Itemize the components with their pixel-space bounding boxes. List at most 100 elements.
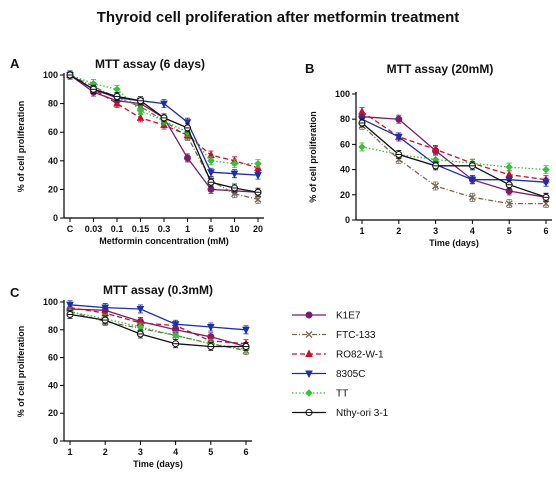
data-point-8305c <box>183 119 192 127</box>
data-point-tt <box>113 85 121 94</box>
data-point-8305c <box>394 133 403 142</box>
y-tick-label: 0 <box>53 213 58 223</box>
x-tick-label: 6 <box>543 226 548 236</box>
x-tick-label: 1 <box>359 226 364 236</box>
y-tick-label: 20 <box>340 190 350 200</box>
series-line <box>69 74 258 165</box>
series-ftc-133 <box>66 307 250 356</box>
data-point-nthy-ori-3-1 <box>505 181 513 189</box>
data-point-ftc-133 <box>254 195 262 203</box>
data-point-8305c <box>206 324 215 332</box>
data-point-nthy-ori-3-1 <box>66 71 74 79</box>
y-axis-label: % of cell proliferation <box>16 101 26 193</box>
data-point-nthy-ori-3-1 <box>101 316 109 324</box>
series-line <box>361 111 547 181</box>
x-tick-label: 5 <box>208 224 213 234</box>
x-tick-label: 6 <box>243 447 248 457</box>
series-nthy-ori-3-1 <box>66 70 262 197</box>
data-point-ro82-w-1 <box>136 113 145 121</box>
series-line <box>361 122 547 198</box>
data-point-nthy-ori-3-1 <box>305 409 313 416</box>
legend-entry-ftc-133: FTC-133 <box>292 330 376 341</box>
data-point-ftc-133 <box>432 182 440 190</box>
y-axis-label: % of cell proliferation <box>16 326 26 418</box>
panel-title: MTT assay (6 days) <box>95 57 205 71</box>
series-nthy-ori-3-1 <box>66 310 250 351</box>
x-tick-label: 4 <box>173 447 178 457</box>
legend-label: RO82-W-1 <box>336 350 384 361</box>
chart-panel-b: B MTT assay (20mM) 0 20 40 60 80 100 1 2 3 4 5 6 Time … <box>305 61 552 248</box>
data-point-8305c <box>66 301 74 310</box>
series-line <box>361 116 547 198</box>
chart-panel-a: A MTT assay (6 days) 0 20 40 60 80 100 C 0.03 0.1 0… <box>10 56 264 246</box>
data-point-ro82-w-1 <box>113 98 121 107</box>
panel-letter: A <box>10 56 20 71</box>
figure-title: Thyroid cell proliferation after metform… <box>97 9 460 26</box>
legend-label: FTC-133 <box>336 330 376 341</box>
data-point-tt <box>505 163 513 171</box>
legend: K1E7 FTC-133 RO82-W-1 8305C TT Nthy-ori 3-1 <box>292 311 389 419</box>
x-tick-label: 1 <box>185 224 190 234</box>
y-tick-label: 0 <box>53 436 58 446</box>
data-point-nthy-ori-3-1 <box>242 342 250 350</box>
y-axis-label: % of cell proliferation <box>308 111 318 203</box>
legend-entry-ro82-w-1: RO82-W-1 <box>292 349 384 361</box>
x-tick-label: 0.15 <box>132 224 150 234</box>
x-tick-label: 20 <box>253 224 263 234</box>
data-point-nthy-ori-3-1 <box>184 124 191 132</box>
data-point-ro82-w-1 <box>358 107 366 115</box>
data-point-8305c <box>101 304 110 313</box>
data-point-nthy-ori-3-1 <box>66 311 74 319</box>
data-point-ftc-133 <box>395 156 403 164</box>
y-tick-label: 0 <box>345 215 350 225</box>
data-point-nthy-ori-3-1 <box>231 184 238 192</box>
data-point-nthy-ori-3-1 <box>113 92 121 100</box>
y-tick-label: 100 <box>335 89 350 99</box>
x-tick-label: 1 <box>67 447 72 457</box>
y-tick-label: 80 <box>48 99 58 109</box>
data-point-tt <box>207 157 215 165</box>
legend-entry-8305c: 8305C <box>292 369 365 380</box>
data-point-8305c <box>542 179 550 187</box>
data-point-tt <box>171 331 180 340</box>
data-point-tt <box>542 165 550 174</box>
y-tick-label: 40 <box>48 156 58 166</box>
data-point-8305c <box>254 172 262 180</box>
x-tick-label: C <box>67 224 74 234</box>
x-tick-label: 2 <box>103 447 108 457</box>
x-axis-label: Time (days) <box>429 238 479 248</box>
x-tick-label: 0.3 <box>158 224 171 234</box>
series-tt <box>358 142 550 174</box>
x-axis-label: Metformin concentration (mM) <box>99 236 229 246</box>
data-point-8305c <box>468 176 477 185</box>
x-tick-label: 5 <box>208 447 213 457</box>
x-tick-label: 4 <box>470 226 475 236</box>
y-tick-label: 40 <box>340 165 350 175</box>
data-point-tt <box>230 159 239 168</box>
series-8305c <box>66 300 250 335</box>
x-axis-label: Time (days) <box>133 459 183 469</box>
x-tick-label: 5 <box>507 226 512 236</box>
data-point-nthy-ori-3-1 <box>358 119 366 127</box>
y-tick-label: 20 <box>48 408 58 418</box>
data-point-nthy-ori-3-1 <box>432 162 440 170</box>
x-tick-label: 10 <box>229 224 239 234</box>
data-point-nthy-ori-3-1 <box>137 97 144 105</box>
data-point-8305c <box>505 176 514 185</box>
data-point-8305c <box>242 326 250 335</box>
data-point-ftc-133 <box>505 200 513 208</box>
y-tick-label: 60 <box>48 127 58 137</box>
data-point-ro82-w-1 <box>305 349 313 357</box>
data-point-nthy-ori-3-1 <box>395 150 403 158</box>
data-point-nthy-ori-3-1 <box>207 178 215 186</box>
legend-entry-k1e7: K1E7 <box>292 311 361 322</box>
data-point-8305c <box>230 170 239 179</box>
data-point-nthy-ori-3-1 <box>160 114 168 122</box>
panel-letter: C <box>10 285 20 300</box>
series-nthy-ori-3-1 <box>358 118 550 202</box>
data-point-8305c <box>305 370 313 379</box>
legend-label: K1E7 <box>336 311 361 322</box>
data-point-8305c <box>171 321 180 329</box>
